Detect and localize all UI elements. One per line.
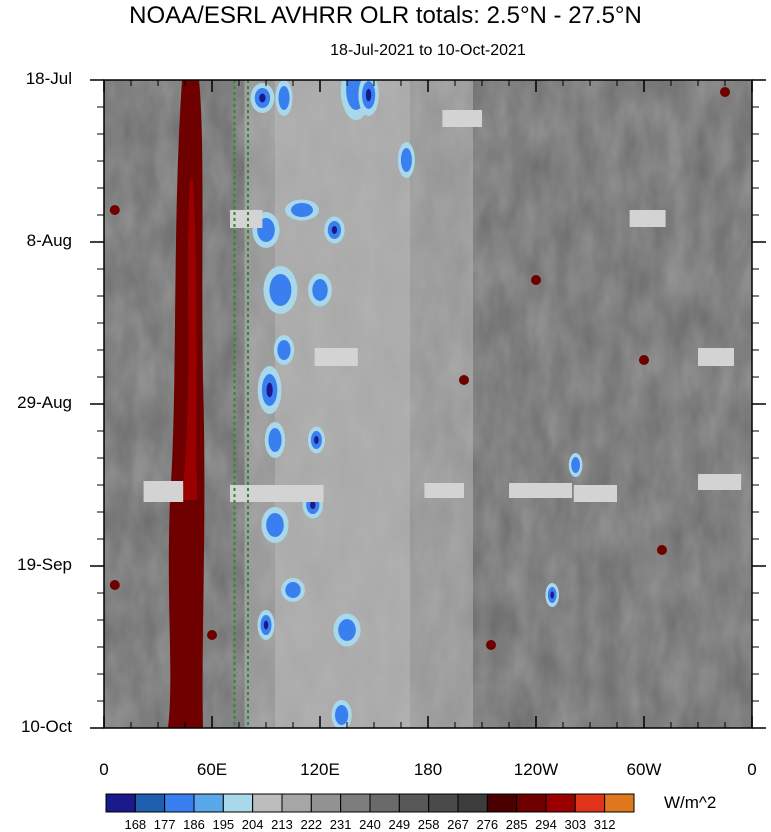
chart-subtitle: 18-Jul-2021 to 10-Oct-2021 [330,42,526,59]
missing-data-bar [230,210,263,228]
low-olr-blob-core [331,225,338,235]
low-olr-blob-core [259,93,266,103]
colorbar-swatch [516,793,547,813]
colorbar-swatch [457,793,488,813]
missing-data-bar [230,485,324,502]
low-olr-blob-core [266,382,273,398]
low-olr-blob [571,457,580,473]
x-tick-label: 180 [413,760,443,779]
colorbar-level-label: 168 [124,817,147,832]
x-tick-label: 120E [300,760,340,779]
low-olr-blob [269,274,292,306]
colorbar-level-label: 267 [447,817,469,832]
high-olr-spot [459,375,469,385]
high-olr-spot [711,730,721,740]
low-olr-blob [268,428,282,452]
x-tick-label: 60E [196,760,228,779]
missing-data-bar [143,481,184,502]
colorbar-level-label: 231 [329,817,352,832]
high-olr-spot [486,640,496,650]
y-tick-label: 8-Aug [26,231,72,250]
low-olr-blob [291,203,313,217]
high-olr-spot [207,630,217,640]
low-olr-blob-core [550,591,554,599]
colorbar-level-label: 303 [564,817,587,832]
missing-data-bar [629,210,666,227]
low-olr-blob [400,148,412,172]
colorbar-swatch [340,793,371,813]
colorbar-swatch [281,793,312,813]
missing-data-bar [698,348,734,366]
low-olr-blob [335,705,349,725]
low-olr-blob [285,582,301,598]
colorbar-level-label: 240 [359,817,381,832]
high-olr-spot [639,355,649,365]
chart-title: NOAA/ESRL AVHRR OLR totals: 2.5°N - 27.5… [129,2,642,29]
missing-data-bar [424,483,464,498]
y-tick-label: 19-Sep [17,555,72,574]
colorbar-swatch [252,793,283,813]
x-tick-label: 0 [747,760,757,779]
low-olr-blob-core [263,620,269,630]
high-olr-spot [109,205,120,215]
colorbar-swatch [398,793,430,813]
colorbar-units-label: W/m^2 [664,793,717,812]
high-olr-spot [720,87,730,97]
colorbar-swatch [164,793,195,813]
olr-texture [104,80,752,728]
low-olr-blob-core [310,500,316,510]
colorbar-level-label: 258 [417,817,440,832]
colorbar-level-label: 204 [241,817,264,832]
high-olr-spot [657,545,667,555]
low-olr-blob [312,279,328,301]
colorbar-swatch [105,793,136,813]
y-tick-label: 10-Oct [20,717,72,736]
low-olr-blob-core [365,88,372,102]
x-tick-label: 0 [99,760,109,779]
low-olr-blob [338,619,356,641]
colorbar-swatch [604,793,635,813]
colorbar-swatch [369,793,400,813]
high-olr-spot [109,580,120,590]
colorbar-level-label: 195 [212,817,235,832]
colorbar-swatch [310,793,342,813]
x-tick-label: 60W [626,760,662,779]
high-olr-spot [531,275,541,285]
colorbar-swatch [486,793,518,813]
colorbar-level-label: 213 [271,817,293,832]
colorbar-swatch [574,793,606,813]
y-tick-label: 29-Aug [17,393,72,412]
colorbar-swatch [222,793,254,813]
colorbar-level-label: 177 [153,817,176,832]
colorbar-level-label: 186 [183,817,205,832]
colorbar-level-label: 249 [388,817,411,832]
missing-data-bar [442,110,482,127]
missing-data-bar [698,474,742,490]
missing-data-bar [509,483,572,498]
colorbar-swatch [428,793,459,813]
low-olr-blob-core [314,435,319,445]
colorbar-swatch [193,793,224,813]
colorbar-swatch [134,793,166,813]
colorbar-level-label: 312 [593,817,616,832]
high-olr-core [182,180,197,500]
low-olr-blob [266,513,284,537]
low-olr-blob [277,340,291,360]
y-tick-label: 18-Jul [25,69,72,88]
colorbar-level-label: 285 [505,817,528,832]
missing-data-bar [314,348,358,366]
colorbar-level-label: 222 [300,817,323,832]
colorbar-level-label: 294 [535,817,557,832]
x-tick-label: 120W [513,760,559,779]
colorbar-level-label: 276 [476,817,499,832]
low-olr-blob [278,86,290,110]
missing-data-bar [573,485,617,502]
colorbar-swatch [545,793,576,813]
